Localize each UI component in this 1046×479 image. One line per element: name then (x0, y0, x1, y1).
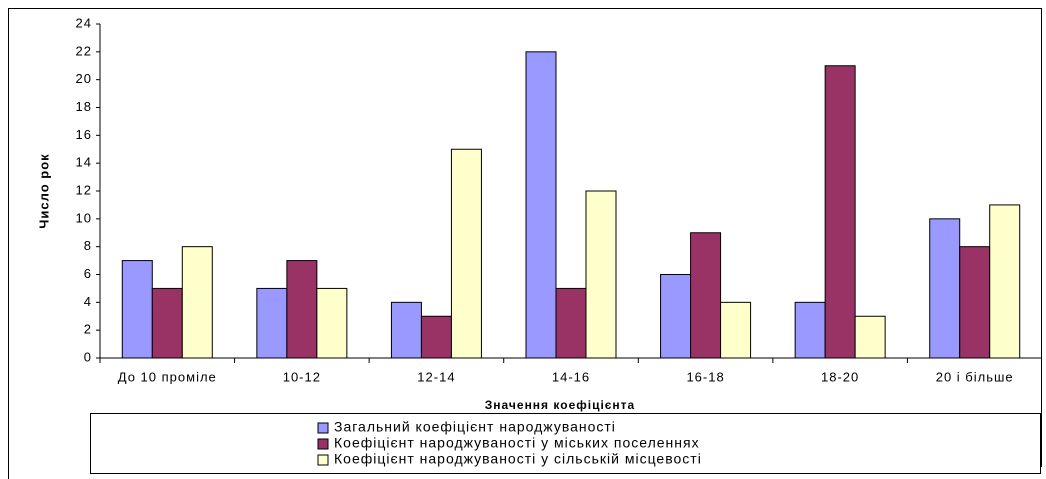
bar (525, 51, 557, 359)
legend-swatch (317, 422, 329, 434)
bar (555, 287, 587, 359)
x-axis-title: Значення коефіцієнта (485, 398, 635, 412)
y-tick-label: 4 (84, 294, 92, 309)
y-tick-label: 24 (76, 15, 92, 30)
bar (121, 260, 153, 359)
x-tick-label: 20 і більше (936, 369, 1014, 384)
x-tick-label: 16-18 (686, 369, 724, 384)
x-tick-label: 18-20 (821, 369, 859, 384)
legend-swatch (317, 438, 329, 450)
y-tick-label: 6 (84, 266, 92, 281)
bar (989, 204, 1021, 359)
chart-frame (8, 8, 1042, 479)
y-axis-title: Число рок (36, 153, 51, 228)
y-tick-label: 2 (84, 322, 92, 337)
bar (690, 232, 722, 359)
bar (181, 246, 213, 359)
bar (929, 218, 961, 359)
bar (959, 246, 991, 359)
bar (720, 301, 752, 359)
bar (420, 315, 452, 359)
x-tick-label: До 10 проміле (118, 369, 217, 384)
y-tick-label: 12 (76, 182, 92, 197)
y-tick-label: 14 (76, 155, 92, 170)
legend-label: Коефіцієнт народжуваності у сільській мі… (334, 451, 702, 467)
bar (450, 148, 482, 359)
bar (854, 315, 886, 359)
bar (585, 190, 617, 359)
bar (660, 274, 692, 359)
legend-label: Загальний коефіцієнт народжуваності (334, 419, 616, 435)
legend-label: Коефіцієнт народжуваності у міських посе… (334, 435, 700, 451)
bar (286, 260, 318, 359)
legend-swatch (317, 454, 329, 466)
x-tick-label: 12-14 (417, 369, 455, 384)
y-tick-label: 20 (76, 71, 92, 86)
bar (390, 301, 422, 359)
y-tick-label: 0 (84, 349, 92, 364)
x-tick-label: 14-16 (552, 369, 590, 384)
y-tick-label: 16 (76, 127, 92, 142)
bar (824, 65, 856, 359)
y-tick-label: 22 (76, 43, 92, 58)
bar (316, 287, 348, 359)
y-tick-label: 18 (76, 99, 92, 114)
bar (256, 287, 288, 359)
x-tick-label: 10-12 (283, 369, 321, 384)
bar (794, 301, 826, 359)
bar (151, 287, 183, 359)
y-tick-label: 8 (84, 238, 92, 253)
y-tick-label: 10 (76, 210, 92, 225)
legend-box (90, 413, 1041, 474)
